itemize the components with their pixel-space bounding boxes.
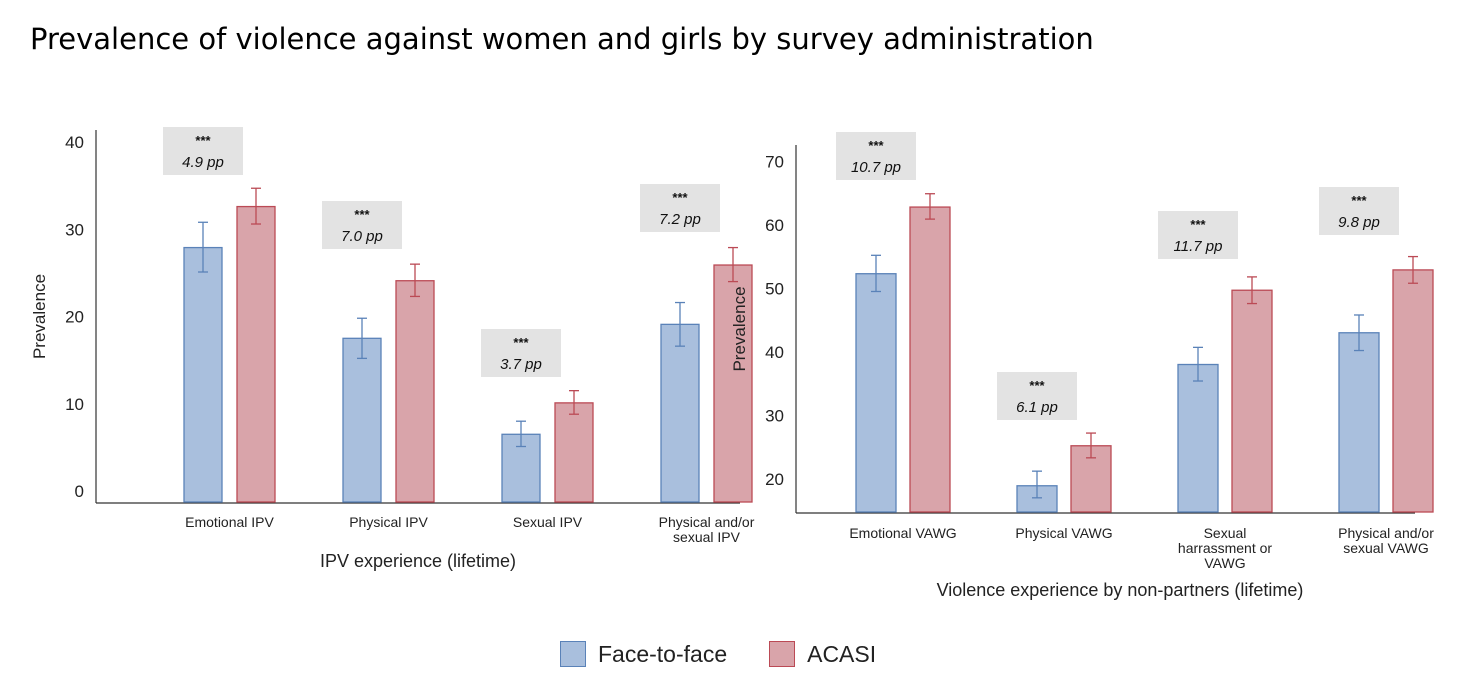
annotation-box (322, 201, 402, 249)
legend-label-acasi: ACASI (807, 640, 877, 667)
category-label: Physical and/or sexual IPV (659, 514, 755, 545)
bar-acasi (236, 205, 276, 503)
category-label-line: sexual VAWG (1343, 540, 1429, 556)
category-label-line: Physical and/or (1338, 525, 1434, 541)
y-axis-label: Prevalence (30, 274, 49, 359)
ipv-chart: 0 10 20 30 40 Prevalence IPV experience (lifet… (30, 127, 755, 571)
y-tick-label: 10 (65, 395, 84, 414)
annotation-value: 10.7 pp (851, 159, 901, 176)
annotation-box (836, 132, 916, 180)
bar-acasi (554, 402, 594, 503)
category-label: Sexual IPV (513, 514, 583, 530)
bar-acasi (395, 280, 435, 503)
annotation-stars: *** (354, 207, 370, 222)
y-tick-label: 20 (765, 470, 784, 489)
bar-face-to-face (1338, 332, 1380, 513)
annotation-value: 6.1 pp (1016, 399, 1058, 416)
annotation-box (163, 127, 243, 175)
annotation-box (1158, 211, 1238, 259)
category-label-line: Physical VAWG (1015, 525, 1112, 541)
y-tick-label: 30 (65, 220, 84, 239)
x-axis-label: Violence experience by non-partners (lif… (937, 580, 1304, 600)
y-tick-label: 30 (765, 406, 784, 425)
face-to-face-swatch (560, 641, 586, 667)
x-axis-label: IPV experience (lifetime) (320, 551, 516, 571)
annotation-stars: *** (868, 138, 884, 153)
annotation-box (1319, 187, 1399, 235)
category-label-line: VAWG (1204, 555, 1245, 571)
bar-acasi (1231, 289, 1273, 513)
y-tick-label: 40 (765, 343, 784, 362)
y-tick-label: 60 (765, 216, 784, 235)
annotation-value: 4.9 pp (182, 154, 224, 171)
acasi-swatch (769, 641, 796, 667)
annotation-stars: *** (1351, 193, 1367, 208)
annotation-value: 7.2 pp (659, 211, 701, 228)
non-partner-violence-chart: 20 30 40 50 60 70 Prevalence Violence experienc… (730, 132, 1434, 600)
category-label: Physical IPV (349, 514, 428, 530)
category-label: Physical and/or sexual VAWG (1338, 525, 1434, 556)
bar-face-to-face (183, 246, 223, 503)
annotation-stars: *** (513, 335, 529, 350)
bar-face-to-face (855, 273, 897, 513)
category-label-line: Sexual (1204, 525, 1247, 541)
legend: Face-to-face ACASI (560, 636, 904, 672)
y-tick-label: 20 (65, 308, 84, 327)
y-tick-label: 0 (75, 482, 84, 501)
y-tick-label: 40 (65, 133, 84, 152)
bar-acasi (909, 206, 951, 513)
category-label-line: Emotional IPV (185, 514, 274, 530)
annotation-value: 9.8 pp (1338, 214, 1380, 231)
category-label-line: Physical IPV (349, 514, 428, 530)
legend-label-face-to-face: Face-to-face (598, 640, 728, 667)
annotation-stars: *** (1029, 378, 1045, 393)
category-label-line: sexual IPV (673, 529, 741, 545)
bar-acasi (1392, 269, 1434, 513)
legend-item-face-to-face: Face-to-face (560, 641, 727, 668)
category-label-line: Physical and/or (659, 514, 755, 530)
annotation-box (640, 184, 720, 232)
y-axis-label: Prevalence (730, 286, 749, 371)
annotation-box (997, 372, 1077, 420)
annotation-value: 11.7 pp (1174, 238, 1223, 255)
annotation-value: 7.0 pp (341, 228, 383, 245)
bar-acasi (713, 264, 753, 503)
annotation-stars: *** (195, 133, 211, 148)
category-label: Emotional IPV (185, 514, 274, 530)
annotation-stars: *** (672, 190, 688, 205)
category-label: Sexual harrassment or VAWG (1178, 525, 1272, 571)
category-label-line: harrassment or (1178, 540, 1272, 556)
category-label-line: Sexual IPV (513, 514, 583, 530)
y-tick-label: 70 (765, 152, 784, 171)
legend-item-acasi: ACASI (769, 641, 876, 668)
page-title: Prevalence of violence against women and… (30, 22, 1094, 56)
category-label: Emotional VAWG (849, 525, 956, 541)
bar-face-to-face (660, 323, 700, 503)
annotation-box (481, 329, 561, 377)
bar-face-to-face (1177, 363, 1219, 513)
annotation-stars: *** (1190, 217, 1206, 232)
category-label: Physical VAWG (1015, 525, 1112, 541)
bar-face-to-face (342, 337, 382, 503)
annotation-value: 3.7 pp (500, 356, 542, 373)
y-tick-label: 50 (765, 279, 784, 298)
category-label-line: Emotional VAWG (849, 525, 956, 541)
